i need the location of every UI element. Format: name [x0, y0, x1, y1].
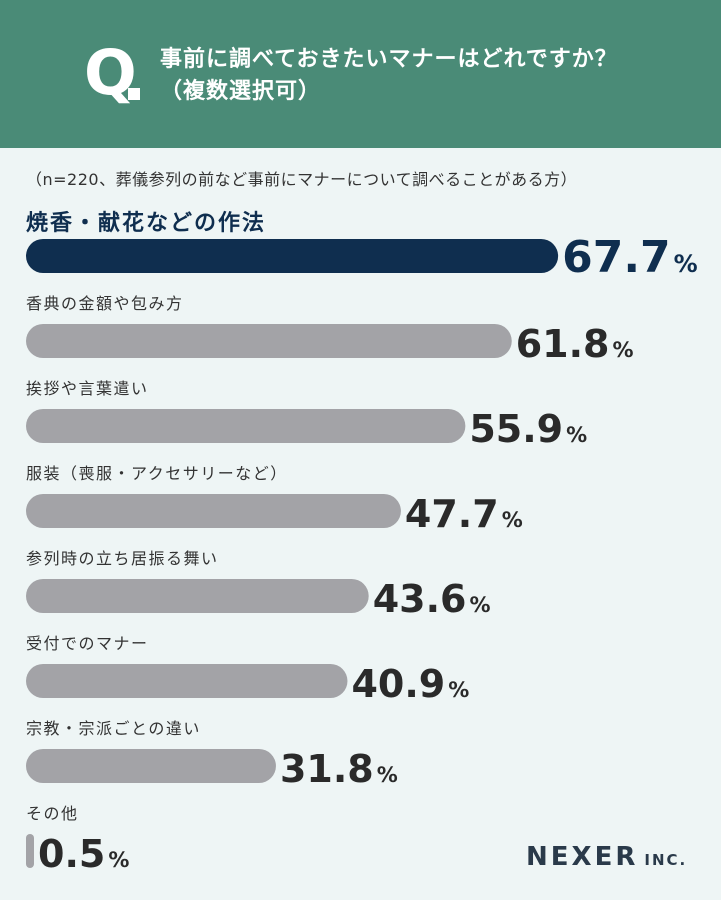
value-label: 31.8% [280, 747, 398, 791]
bar [26, 324, 512, 358]
category-label: 参列時の立ち居振る舞い [26, 549, 219, 568]
bar [26, 494, 401, 528]
question-line-2: （複数選択可） [160, 79, 322, 104]
company-logo: NEXER INC. [526, 842, 687, 872]
question-text: 事前に調べておきたいマナーはどれですか？ （複数選択可） [160, 44, 618, 108]
question-line-1: 事前に調べておきたいマナーはどれですか？ [160, 47, 618, 72]
value-label: 0.5% [38, 832, 129, 876]
value-label: 43.6% [373, 577, 491, 621]
q-mark: Q [84, 36, 137, 109]
category-label: 挨拶や言葉遣い [26, 379, 149, 398]
bar [26, 749, 276, 783]
sample-note: （n=220、葬儀参列の前など事前にマナーについて調べることがある方） [26, 170, 578, 189]
category-label: 宗教・宗派ごとの違い [26, 719, 201, 738]
question-header: Q 事前に調べておきたいマナーはどれですか？ （複数選択可） [0, 0, 721, 148]
category-label: その他 [26, 804, 79, 823]
logo-main: NEXER [526, 842, 639, 872]
value-label: 40.9% [351, 662, 469, 706]
value-label: 47.7% [405, 492, 523, 536]
category-label: 香典の金額や包み方 [26, 294, 184, 313]
category-label: 受付でのマナー [26, 634, 149, 653]
bar [26, 239, 559, 273]
bar [26, 579, 369, 613]
bar [26, 664, 348, 698]
bar [26, 409, 466, 443]
value-label: 67.7% [562, 232, 698, 283]
category-label: 焼香・献花などの作法 [26, 210, 266, 236]
bar [26, 834, 34, 868]
logo-sub: INC. [644, 851, 688, 869]
value-label: 61.8% [516, 322, 634, 366]
category-label: 服装（喪服・アクセサリーなど） [26, 464, 288, 483]
q-dot-icon [128, 88, 140, 100]
value-label: 55.9% [469, 407, 587, 451]
